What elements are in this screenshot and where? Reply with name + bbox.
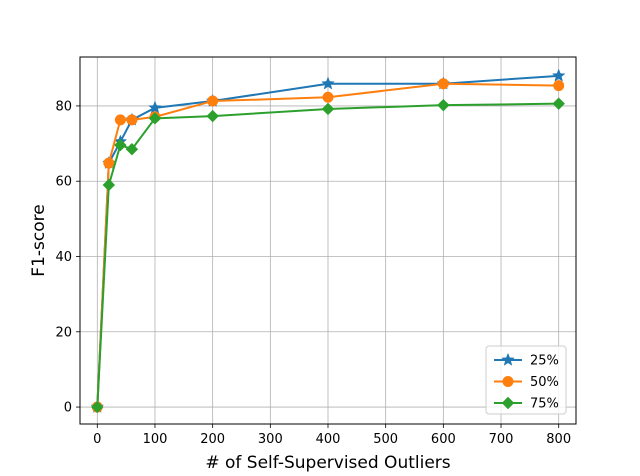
data-point <box>114 114 126 126</box>
legend-item: 25% <box>494 352 559 369</box>
y-tick-label: 60 <box>55 175 72 190</box>
series-2 <box>91 97 565 414</box>
data-point <box>102 178 116 192</box>
x-tick-label: 0 <box>93 432 101 447</box>
y-tick-label: 0 <box>64 401 72 416</box>
data-point <box>148 100 162 114</box>
data-point <box>114 138 127 152</box>
y-tick-label: 20 <box>55 325 72 340</box>
data-point <box>437 78 449 90</box>
data-point <box>437 98 450 112</box>
x-tick-label: 200 <box>200 432 225 447</box>
legend: 25% 50% 75% <box>485 345 567 415</box>
x-tick-label: 800 <box>546 432 571 447</box>
x-tick-label: 600 <box>431 432 456 447</box>
legend-label: 75% <box>530 397 559 412</box>
data-point <box>321 76 335 90</box>
legend-label: 25% <box>530 354 559 369</box>
x-tick-label: 300 <box>258 432 283 447</box>
y-axis-label: F1-score <box>29 204 49 276</box>
y-tick-label: 40 <box>55 250 72 265</box>
y-tick-label: 80 <box>55 99 72 114</box>
data-point <box>551 68 566 82</box>
x-axis-label: # of Self-Supervised Outliers <box>205 453 450 473</box>
legend-item: 50% <box>494 375 559 390</box>
x-tick-label: 500 <box>373 432 398 447</box>
legend-label: 50% <box>530 375 559 390</box>
x-tick-label: 700 <box>489 432 514 447</box>
data-point <box>321 102 335 116</box>
x-tick-label: 400 <box>316 432 341 447</box>
data-point <box>103 157 115 169</box>
data-point <box>125 143 139 156</box>
data-point <box>322 91 334 103</box>
axis-ticks: 0 100 200 300 400 500 600 700 800 0 20 40 60 80 <box>55 99 571 447</box>
data-point <box>553 80 565 92</box>
data-point <box>552 97 565 110</box>
data-point <box>207 95 219 107</box>
x-tick-label: 100 <box>143 432 168 447</box>
data-point <box>148 112 162 125</box>
legend-marker <box>502 376 514 387</box>
data-point <box>91 400 104 414</box>
series-layer <box>90 68 566 414</box>
legend-marker <box>501 352 515 366</box>
legend-marker <box>501 396 515 410</box>
legend-item: 75% <box>494 397 559 412</box>
data-point <box>206 109 219 123</box>
data-point <box>126 114 138 126</box>
